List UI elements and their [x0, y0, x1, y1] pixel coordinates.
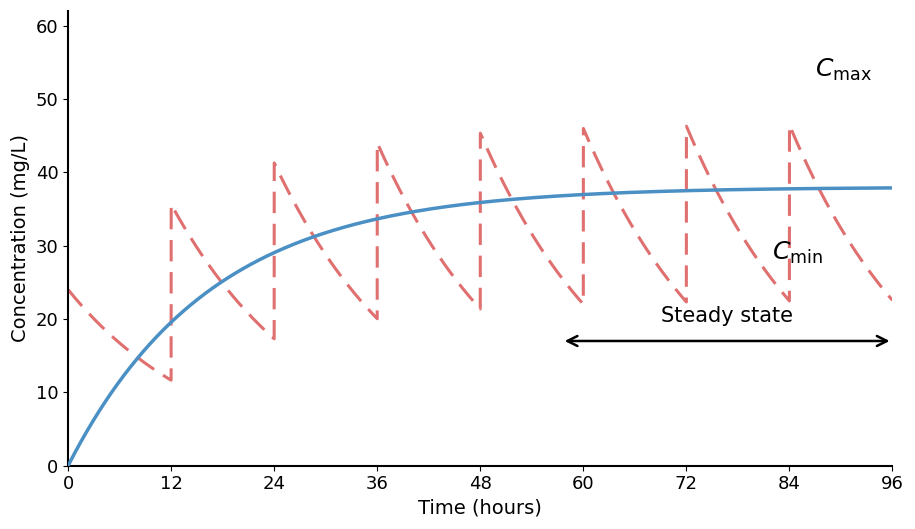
Y-axis label: Concentration (mg/L): Concentration (mg/L) — [11, 134, 30, 342]
Text: $C_{\rm min}$: $C_{\rm min}$ — [772, 240, 824, 266]
X-axis label: Time (hours): Time (hours) — [418, 499, 543, 518]
Text: $C_{\rm max}$: $C_{\rm max}$ — [815, 57, 872, 83]
Text: Steady state: Steady state — [662, 306, 793, 326]
